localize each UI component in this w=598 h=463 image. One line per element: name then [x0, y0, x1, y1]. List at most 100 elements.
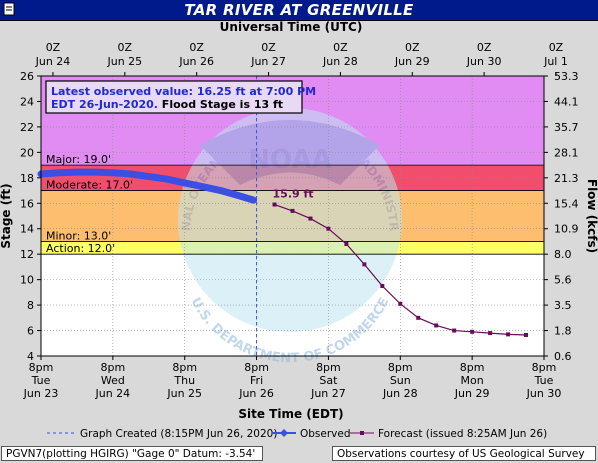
- top-tick-date-1: Jun 25: [106, 55, 142, 68]
- bottom-tick-date-7: Jun 30: [526, 387, 562, 400]
- latest-forecast-label: 15.9 ft: [273, 188, 314, 201]
- title-bar: TAR RIVER AT GREENVILLE: [0, 0, 598, 21]
- forecast-point-2: [308, 216, 313, 221]
- top-tick-time-3: 0Z: [261, 41, 276, 54]
- left-tick-label-6: 16: [20, 197, 34, 210]
- bottom-tick-day-1: Wed: [101, 374, 125, 387]
- left-tick-label-8: 20: [20, 146, 34, 159]
- top-tick-date-0: Jun 24: [35, 55, 71, 68]
- top-tick-time-2: 0Z: [189, 41, 204, 54]
- right-tick-label-4: 8.0: [554, 248, 572, 261]
- forecast-point-8: [416, 315, 421, 320]
- forecast-point-11: [470, 329, 475, 334]
- left-tick-label-10: 24: [20, 95, 34, 108]
- right-tick-label-9: 35.7: [554, 121, 579, 134]
- forecast-point-0: [272, 202, 277, 207]
- info-box-frame: [45, 80, 303, 114]
- right-tick-label-0: 0.6: [554, 350, 572, 363]
- chart-title: TAR RIVER AT GREENVILLE: [184, 1, 414, 19]
- forecast-point-14: [524, 333, 529, 337]
- top-tick-date-2: Jun 26: [178, 55, 214, 68]
- top-tick-date-3: Jun 27: [250, 55, 286, 68]
- right-axis-ticks: 0.6 1.8 3.5 5.6 8.0 10.9 15.4 21.3 28.1 35.7 44.1 5…: [544, 70, 579, 363]
- footer: PGVN7(plotting HGIRG) "Gage 0" Datum: -3…: [0, 444, 598, 463]
- bottom-tick-day-5: Sun: [390, 374, 411, 387]
- bottom-tick-date-0: Jun 23: [23, 387, 59, 400]
- forecast-point-4: [344, 242, 349, 246]
- bottom-tick-time-6: 8pm: [460, 361, 485, 374]
- bottom-tick-day-4: Sat: [319, 374, 338, 387]
- forecast-point-1: [290, 208, 295, 213]
- right-tick-label-10: 44.1: [554, 95, 579, 108]
- footer-datum: PGVN7(plotting HGIRG) "Gage 0" Datum: -3…: [1, 446, 263, 461]
- observed-point-12: [251, 197, 257, 203]
- bottom-axis-title: Site Time (EDT): [238, 407, 343, 421]
- bottom-tick-date-3: Jun 26: [238, 387, 274, 400]
- observed-point-7: [164, 176, 170, 182]
- top-tick-time-5: 0Z: [405, 41, 420, 54]
- left-tick-label-0: 4: [27, 350, 34, 363]
- bottom-tick-date-4: Jun 27: [310, 387, 346, 400]
- left-tick-label-5: 14: [20, 223, 34, 236]
- legend-forecast-marker: [360, 431, 364, 435]
- legend-observed-marker: [280, 429, 288, 437]
- left-tick-label-4: 12: [20, 248, 34, 261]
- top-tick-time-0: 0Z: [46, 41, 61, 54]
- legend-forecast-label: Forecast (issued 8:25AM Jun 26): [378, 428, 547, 440]
- bottom-tick-time-5: 8pm: [388, 361, 413, 374]
- bottom-tick-time-0: 8pm: [29, 361, 54, 374]
- flood-band-labels: Major: 19.0' Moderate: 17.0' Minor: 13.0'A…: [41, 153, 544, 255]
- forecast-point-9: [434, 323, 439, 328]
- forecast-point-12: [488, 331, 493, 336]
- bottom-tick-day-3: Fri: [250, 374, 263, 387]
- observed-point-9: [200, 184, 206, 190]
- bottom-tick-day-2: Thu: [173, 374, 195, 387]
- legend-observed-label: Observed: [300, 428, 351, 440]
- left-axis-ticks: 4 6 8 10 12 14 16 18 20 22 24 26: [20, 70, 41, 363]
- bottom-tick-day-0: Tue: [31, 374, 51, 387]
- observed-point-2: [74, 169, 80, 175]
- top-tick-time-1: 0Z: [118, 41, 133, 54]
- bottom-tick-date-1: Jun 24: [95, 387, 131, 400]
- top-tick-time-4: 0Z: [333, 41, 348, 54]
- left-tick-label-3: 10: [20, 274, 34, 287]
- left-tick-label-7: 18: [20, 172, 34, 185]
- top-tick-date-5: Jun 29: [394, 55, 430, 68]
- top-tick-date-6: Jun 30: [466, 55, 502, 68]
- info-box-line2: EDT 26-Jun-2020. Flood Stage is 13 ft: [51, 98, 283, 111]
- right-tick-label-3: 5.6: [554, 274, 572, 287]
- flood-band-label-0: Major: 19.0': [46, 153, 111, 166]
- info-box: Latest observed value: 16.25 ft at 7:00 …: [45, 80, 316, 114]
- bottom-tick-time-7: 8pm: [532, 361, 557, 374]
- noaa-seal-text: NOAA: [248, 145, 331, 175]
- forecast-point-10: [452, 328, 457, 333]
- legend: Graph Created (8:15PM Jun 26, 2020) Obse…: [47, 428, 547, 440]
- info-box-line1: Latest observed value: 16.25 ft at 7:00 …: [51, 85, 316, 98]
- right-tick-label-7: 21.3: [554, 172, 579, 185]
- info-box-flood-stage: Flood Stage is 13 ft: [158, 98, 283, 111]
- right-tick-label-5: 10.9: [554, 223, 579, 236]
- top-tick-time-6: 0Z: [477, 41, 492, 54]
- forecast-point-6: [380, 284, 385, 288]
- observed-point-4: [110, 170, 116, 176]
- forecast-point-7: [398, 301, 403, 306]
- right-tick-label-2: 3.5: [554, 299, 572, 312]
- top-tick-time-7: 0Z: [549, 41, 564, 54]
- flood-band-label-3: Action: 12.0': [46, 242, 115, 255]
- top-axis-title: Universal Time (UTC): [220, 20, 363, 34]
- left-tick-label-2: 8: [27, 299, 34, 312]
- document-icon[interactable]: [3, 2, 15, 16]
- observed-point-3: [92, 169, 98, 175]
- observed-point-11: [236, 193, 242, 199]
- right-tick-label-6: 15.4: [554, 197, 579, 210]
- left-axis-title: Stage (ft): [0, 183, 13, 248]
- bottom-tick-date-6: Jun 29: [454, 387, 490, 400]
- info-box-line2-date: EDT 26-Jun-2020.: [51, 98, 158, 111]
- right-tick-label-11: 53.3: [554, 70, 579, 83]
- observed-point-1: [56, 170, 62, 176]
- series-layer: [37, 168, 529, 337]
- observed-point-10: [218, 188, 224, 194]
